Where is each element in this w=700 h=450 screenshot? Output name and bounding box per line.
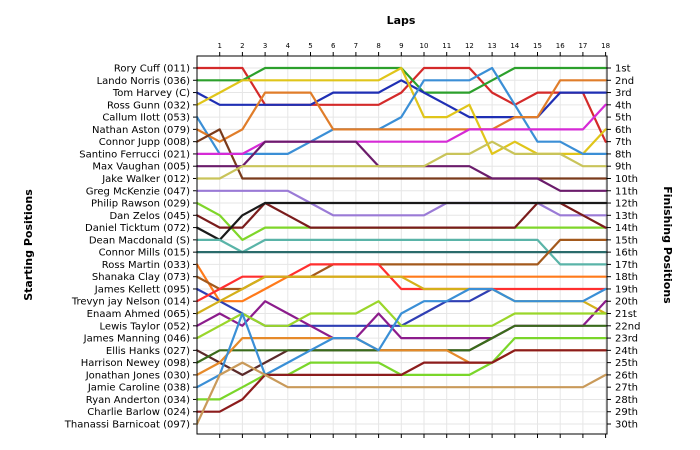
driver-label: Jonathan Jones (030) bbox=[85, 370, 190, 381]
finish-position-label: 14th bbox=[615, 223, 638, 234]
finish-position-label: 27th bbox=[615, 383, 638, 394]
series-lines bbox=[195, 66, 607, 426]
driver-label: Shanaka Clay (073) bbox=[92, 272, 190, 283]
lap-tick-label: 17 bbox=[578, 42, 587, 50]
lap-tick-label: 10 bbox=[420, 42, 429, 50]
finish-position-label: 23rd bbox=[615, 334, 638, 345]
finish-position-label: 20th bbox=[615, 297, 638, 308]
driver-label: Harrison Newey (098) bbox=[81, 358, 190, 369]
lap-tick-label: 7 bbox=[354, 42, 358, 50]
lap-tick-label: 9 bbox=[399, 42, 403, 50]
finish-position-label: 28th bbox=[615, 395, 638, 406]
lap-tick-label: 5 bbox=[308, 42, 312, 50]
driver-label: Nathan Aston (079) bbox=[92, 125, 190, 136]
lap-tick-label: 15 bbox=[533, 42, 542, 50]
lap-tick-label: 4 bbox=[286, 42, 291, 50]
driver-label: Dean Macdonald (S) bbox=[89, 235, 190, 246]
driver-label: Max Vaughan (005) bbox=[92, 162, 190, 173]
driver-label: Enaam Ahmed (065) bbox=[87, 309, 190, 320]
driver-label: Ellis Hanks (027) bbox=[106, 346, 190, 357]
finish-position-label: 11th bbox=[615, 186, 638, 197]
series-line bbox=[195, 238, 607, 266]
driver-label: Charlie Barlow (024) bbox=[87, 407, 190, 418]
finish-position-label: 13th bbox=[615, 211, 638, 222]
driver-label: Jake Walker (012) bbox=[101, 174, 190, 185]
series-line bbox=[195, 337, 494, 376]
driver-label: Greg McKenzie (047) bbox=[86, 186, 190, 197]
driver-label: Daniel Ticktum (072) bbox=[85, 223, 190, 234]
finish-position-label: 15th bbox=[615, 235, 638, 246]
finish-position-label: 24th bbox=[615, 346, 638, 357]
lap-tick-label: 12 bbox=[465, 42, 474, 50]
x-axis-title: Laps bbox=[387, 14, 416, 27]
finish-position-label: 4th bbox=[615, 100, 632, 111]
driver-label: James Manning (046) bbox=[83, 334, 190, 345]
finish-position-label: 2nd bbox=[615, 76, 634, 87]
lap-tick-label: 3 bbox=[263, 42, 267, 50]
driver-label: Connor Jupp (008) bbox=[99, 137, 190, 148]
driver-label: Rory Cuff (011) bbox=[114, 64, 190, 75]
finish-position-label: 30th bbox=[615, 420, 638, 431]
series-line bbox=[195, 361, 607, 426]
driver-label: Dan Zelos (045) bbox=[109, 211, 190, 222]
finish-position-label: 9th bbox=[615, 162, 632, 173]
lap-tick-label: 13 bbox=[488, 42, 497, 50]
series-line bbox=[195, 287, 494, 327]
finish-position-label: 16th bbox=[615, 248, 638, 259]
starting-position-labels: Rory Cuff (011)Lando Norris (036)Tom Har… bbox=[64, 64, 197, 431]
driver-label: Tom Harvey (C) bbox=[112, 88, 190, 99]
finish-position-label: 29th bbox=[615, 407, 638, 418]
series-line bbox=[195, 79, 607, 143]
driver-label: Lewis Taylor (052) bbox=[100, 321, 191, 332]
driver-label: Philip Rawson (029) bbox=[91, 199, 190, 210]
driver-label: James Kellett (095) bbox=[94, 284, 190, 295]
left-axis-title: Starting Positions bbox=[22, 189, 35, 301]
finish-position-label: 7th bbox=[615, 137, 632, 148]
lap-tick-labels: 1 2 3 4 5 6 7 8 9 10 11 12 13 14 15 16 17 18 bbox=[217, 42, 610, 50]
finish-position-label: 21st bbox=[615, 309, 637, 320]
finish-position-label: 3rd bbox=[615, 88, 632, 99]
driver-label: Thanassi Barnicoat (097) bbox=[64, 420, 190, 431]
series-line bbox=[195, 201, 607, 241]
finish-position-label: 5th bbox=[615, 113, 632, 124]
driver-label: Connor Mills (015) bbox=[99, 248, 191, 259]
finish-position-label: 18th bbox=[615, 272, 638, 283]
series-line bbox=[195, 140, 607, 180]
driver-label: Santino Ferrucci (021) bbox=[79, 149, 190, 160]
right-axis-title: Finishing Positions bbox=[661, 186, 674, 304]
lap-tick-label: 16 bbox=[556, 42, 565, 50]
finish-position-label: 25th bbox=[615, 358, 638, 369]
finish-position-label: 17th bbox=[615, 260, 638, 271]
driver-label: Ryan Anderton (034) bbox=[86, 395, 190, 406]
finishing-position-labels: 1st2nd3rd4th5th6th7th8th9th10th11th12th1… bbox=[607, 64, 640, 431]
lap-tick-label: 11 bbox=[442, 42, 451, 50]
plot-frame bbox=[196, 55, 608, 435]
series-line bbox=[195, 300, 607, 340]
finish-position-label: 8th bbox=[615, 149, 632, 160]
lap-tick-label: 14 bbox=[510, 42, 519, 50]
finish-position-label: 12th bbox=[615, 199, 638, 210]
series-line bbox=[195, 66, 607, 155]
driver-label: Callum Ilott (053) bbox=[102, 113, 190, 124]
driver-label: Lando Norris (036) bbox=[97, 76, 190, 87]
driver-label: Ross Martin (033) bbox=[102, 260, 190, 271]
finish-position-label: 6th bbox=[615, 125, 632, 136]
driver-label: Ross Gunn (032) bbox=[107, 100, 190, 111]
driver-label: Jamie Caroline (038) bbox=[87, 383, 190, 394]
driver-label: Trevyn jay Nelson (014) bbox=[71, 297, 190, 308]
lap-tick-label: 18 bbox=[601, 42, 610, 50]
finish-position-label: 1st bbox=[615, 64, 631, 75]
finish-position-label: 10th bbox=[615, 174, 638, 185]
finish-position-label: 26th bbox=[615, 370, 638, 381]
finish-position-label: 22nd bbox=[615, 321, 640, 332]
lap-tick-label: 2 bbox=[240, 42, 244, 50]
lap-tick-label: 8 bbox=[376, 42, 380, 50]
lap-tick-label: 6 bbox=[331, 42, 336, 50]
finish-position-label: 19th bbox=[615, 284, 638, 295]
lap-tick-label: 1 bbox=[217, 42, 221, 50]
